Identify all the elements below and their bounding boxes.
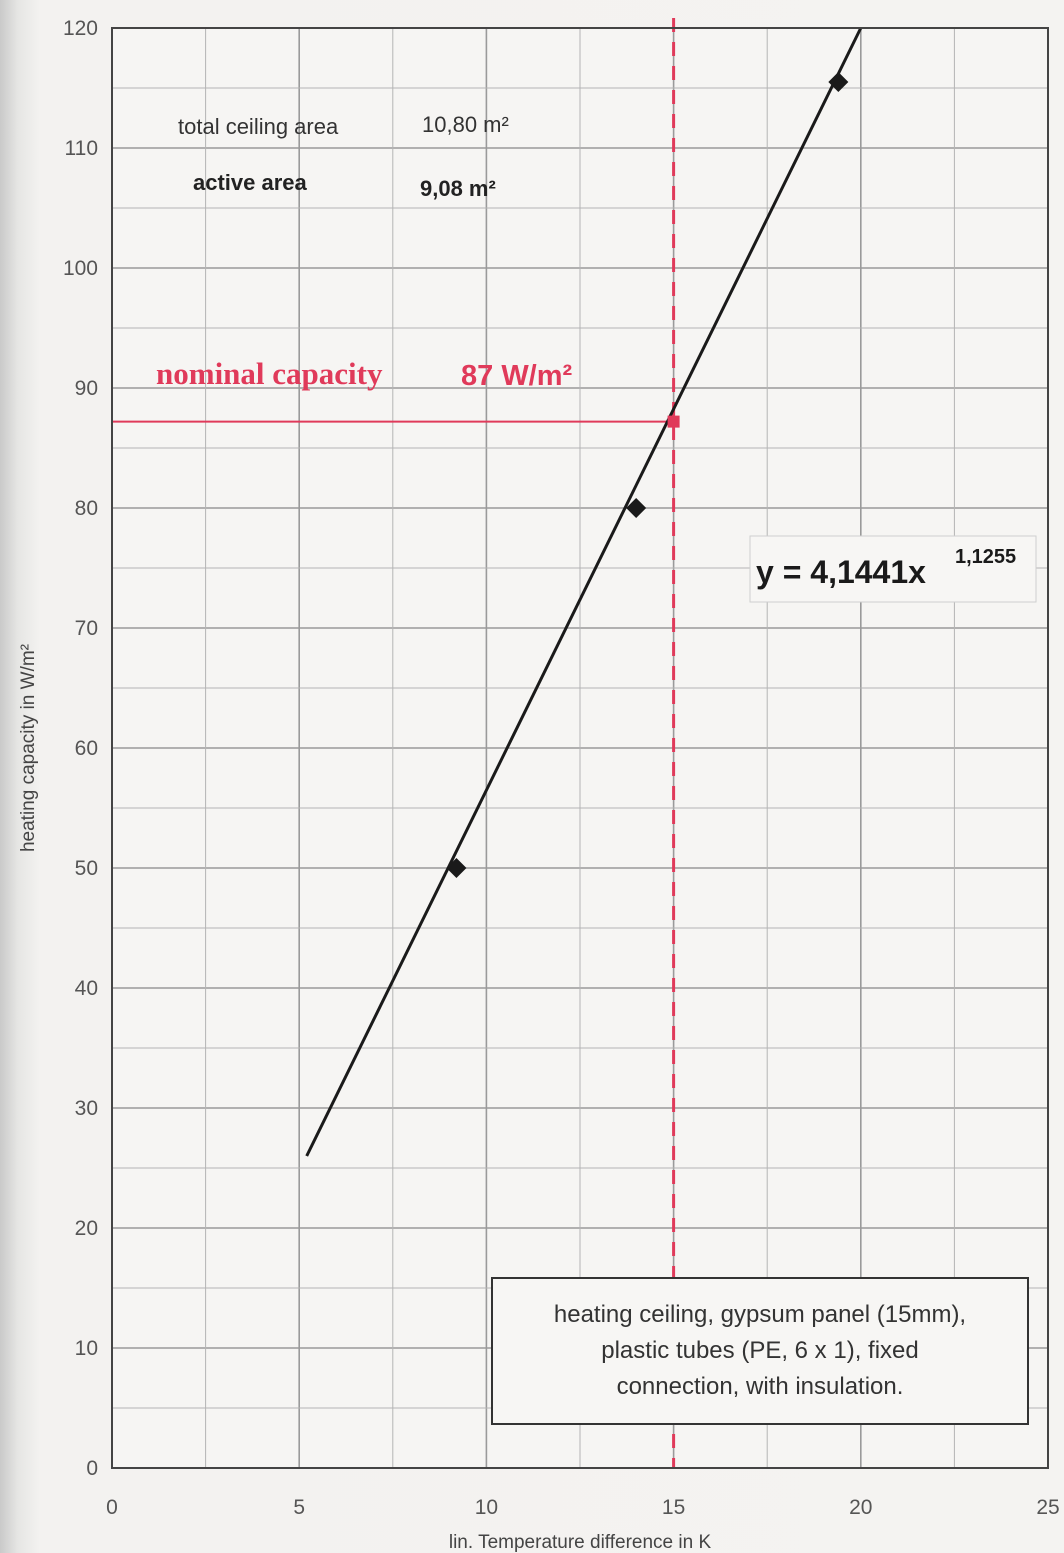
active-area-label: active area [193,170,308,195]
description-line-2: plastic tubes (PE, 6 x 1), fixed [601,1337,918,1364]
description-box [491,1277,1029,1425]
data-points [446,72,849,878]
y-tick-label: 70 [75,617,98,640]
description-line-3: connection, with insulation. [617,1373,904,1400]
y-tick-label: 100 [63,257,98,280]
fit-equation-exponent: 1,1255 [955,546,1016,568]
fit-line [305,27,863,1157]
x-tick-label: 10 [475,1496,498,1519]
x-tick-labels: 0 5 10 15 20 25 [106,1496,1060,1519]
y-tick-label: 0 [86,1457,98,1480]
fit-equation: y = 4,1441x [756,554,926,590]
data-point-marker [828,72,849,92]
y-tick-label: 40 [75,977,98,1000]
y-tick-labels: 0 10 20 30 40 50 60 70 80 90 100 110 120 [63,17,98,1480]
y-axis-title: heating capacity in W/m² [18,644,39,852]
description-line-1: heating ceiling, gypsum panel (15mm), [554,1301,966,1328]
plot-frame [111,27,1049,1469]
x-tick-label: 25 [1036,1496,1059,1519]
y-tick-label: 20 [75,1217,98,1240]
y-tick-label: 30 [75,1097,98,1120]
x-tick-label: 0 [106,1496,118,1519]
y-tick-label: 10 [75,1337,98,1360]
data-point-marker [446,858,467,878]
x-tick-label: 5 [293,1496,305,1519]
active-area-value: 9,08 m² [420,176,496,201]
nominal-capacity-label: nominal capacity [156,356,383,391]
equation-box [749,535,1037,603]
y-tick-label: 90 [75,377,98,400]
nominal-capacity-value: 87 W/m² [461,360,573,392]
y-tick-label: 80 [75,497,98,520]
y-tick-label: 60 [75,737,98,760]
total-area-value: 10,80 m² [422,112,509,137]
x-axis-title: lin. Temperature difference in K [449,1532,712,1553]
y-tick-label: 110 [65,137,98,160]
data-point-marker [626,498,647,518]
nominal-point-marker [667,415,680,428]
x-tick-label: 20 [849,1496,872,1519]
y-tick-label: 120 [63,17,98,40]
y-tick-label: 50 [75,857,98,880]
total-area-label: total ceiling area [178,114,339,139]
x-tick-label: 15 [662,1496,685,1519]
